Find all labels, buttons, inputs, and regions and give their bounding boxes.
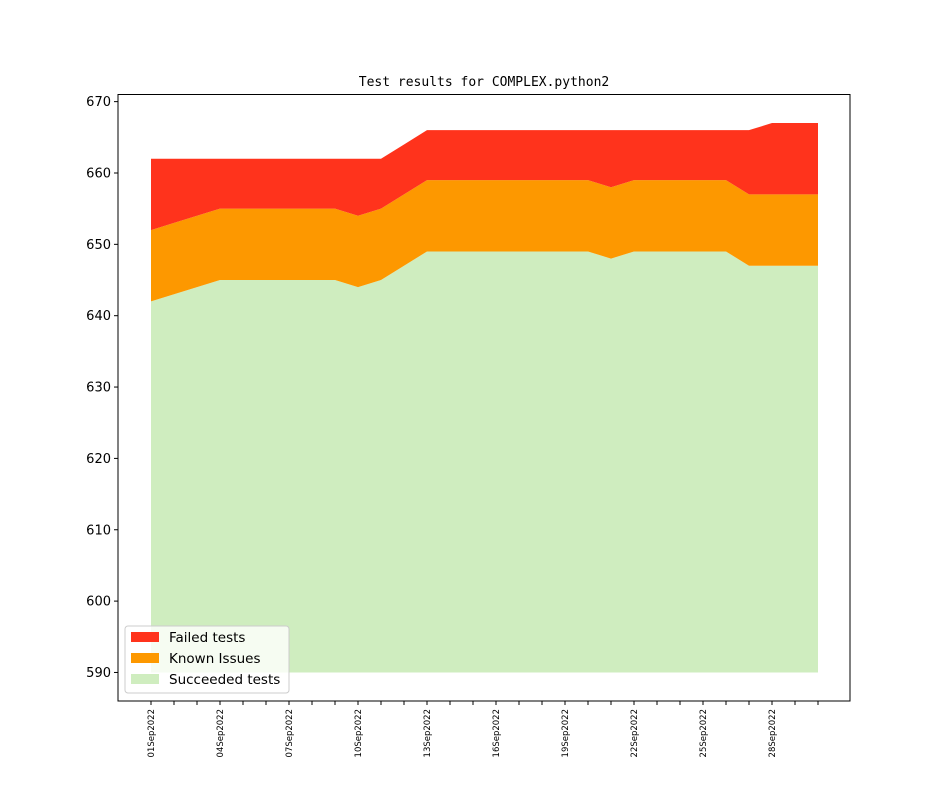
y-tick-label: 630 (86, 381, 111, 396)
legend-swatch (131, 674, 159, 684)
legend: Failed tests Known Issues Succeeded tests (124, 625, 290, 694)
chart-title: Test results for COMPLEX.python2 (359, 75, 609, 90)
y-tick-label: 610 (86, 523, 111, 538)
y-tick-label: 640 (86, 309, 111, 324)
x-tick-label: 28Sep2022 (768, 709, 778, 757)
area-known-issues (151, 180, 818, 302)
legend-label: Succeeded tests (169, 672, 280, 688)
y-tick-label: 650 (86, 238, 111, 253)
area-failed-tests (151, 123, 818, 231)
x-tick-label: 16Sep2022 (492, 709, 502, 757)
legend-swatch (131, 653, 159, 663)
x-tick-label: 13Sep2022 (423, 709, 433, 757)
area-succeeded-tests (151, 251, 818, 673)
x-tick-label: 07Sep2022 (285, 709, 295, 757)
legend-swatch (131, 632, 159, 642)
y-tick-label: 590 (86, 666, 111, 681)
y-tick-label: 660 (86, 166, 111, 181)
x-tick-label: 10Sep2022 (354, 709, 364, 757)
legend-label: Known Issues (169, 651, 261, 667)
x-tick-label: 01Sep2022 (147, 709, 157, 757)
legend-box (124, 625, 290, 694)
plot-frame (117, 94, 851, 702)
y-tick-label: 600 (86, 595, 111, 610)
x-tick-label: 04Sep2022 (216, 709, 226, 757)
y-tick-label: 620 (86, 452, 111, 467)
x-tick-label: 25Sep2022 (699, 709, 709, 757)
x-tick-label: 22Sep2022 (630, 709, 640, 757)
y-tick-label: 670 (86, 95, 111, 110)
legend-label: Failed tests (169, 630, 245, 646)
x-tick-label: 19Sep2022 (561, 709, 571, 757)
